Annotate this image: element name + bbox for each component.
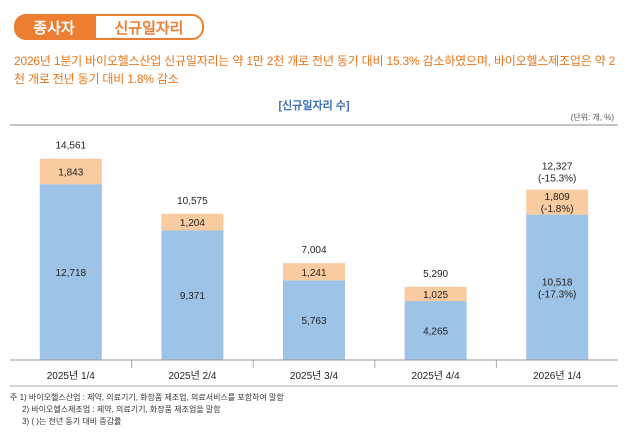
- bar-segment: [161, 230, 224, 360]
- total-label: (-15.3%): [538, 174, 576, 185]
- bar-segment: [283, 280, 345, 360]
- section-tag-employees: 종사자: [14, 14, 94, 40]
- data-label: 1,204: [180, 218, 205, 229]
- data-label: (-17.3%): [538, 289, 576, 300]
- bar-segment: [283, 263, 345, 281]
- bar-segment: [526, 214, 589, 360]
- x-tick-label: 2026년 1/4: [533, 370, 582, 382]
- data-label: 1,843: [58, 167, 83, 178]
- x-tick-label: 2025년 4/4: [412, 370, 461, 382]
- bar-segment: [404, 301, 467, 360]
- footnote-1: 주 1) 바이오헬스산업 : 제약, 의료기기, 화장품 제조업, 의료서비스를…: [10, 393, 284, 402]
- x-tick-label: 2025년 2/4: [168, 370, 217, 382]
- footnotes: 주 1) 바이오헬스산업 : 제약, 의료기기, 화장품 제조업, 의료서비스를…: [10, 392, 284, 428]
- total-label: 14,561: [56, 141, 87, 152]
- unit-label: (단위: 개, %): [570, 113, 614, 122]
- bar-segment: [404, 286, 467, 302]
- section-tag-new-jobs: 신규일자리: [94, 14, 204, 40]
- data-label: 1,241: [301, 268, 326, 279]
- chart-title: [신규일자리 수]: [278, 100, 350, 112]
- data-label: 4,265: [423, 327, 448, 338]
- section-header: 종사자 신규일자리: [14, 14, 204, 40]
- bar-segment: [39, 184, 102, 360]
- x-tick-label: 2025년 1/4: [47, 370, 96, 382]
- total-label: 10,575: [177, 196, 208, 207]
- data-label: (-1.8%): [541, 204, 574, 215]
- bar-segment: [526, 189, 589, 215]
- data-label: 1,025: [423, 290, 448, 301]
- total-label: 5,290: [423, 269, 448, 280]
- total-label: 12,327: [542, 162, 573, 173]
- data-label: 12,718: [56, 268, 87, 279]
- data-label: 5,763: [301, 316, 326, 327]
- data-label: 9,371: [180, 291, 205, 302]
- data-label: 10,518: [542, 277, 573, 288]
- footnote-2: 2) 바이오헬스제조업 : 제약, 의료기기, 화장품 제조업을 말함: [22, 405, 221, 414]
- bar-segment: [39, 158, 102, 185]
- bar-segment: [161, 213, 224, 231]
- headline-summary: 2026년 1분기 바이오헬스산업 신규일자리는 약 1만 2천 개로 전년 동…: [14, 54, 616, 86]
- data-label: 1,809: [545, 192, 570, 203]
- x-tick-label: 2025년 3/4: [290, 370, 339, 382]
- footnote-3: 3) ( )는 전년 동기 대비 증감률: [22, 417, 122, 426]
- total-label: 7,004: [301, 245, 326, 256]
